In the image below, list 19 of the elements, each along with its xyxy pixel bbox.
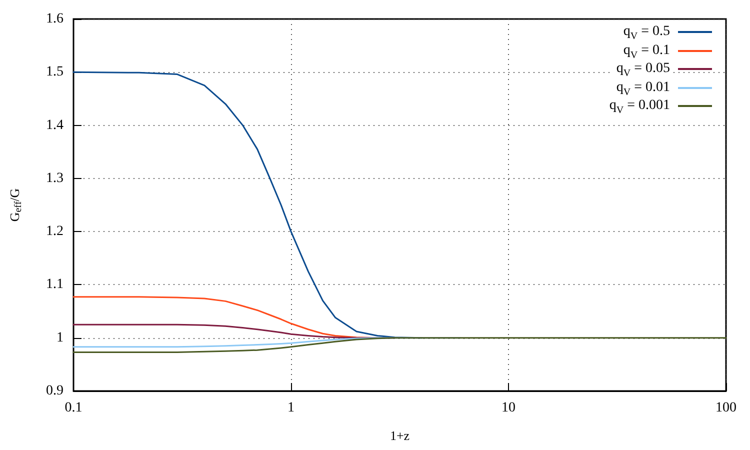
legend-label: q$_{V}$ = 0.001 <box>605 98 670 116</box>
y-tick-label: 0.9 <box>46 384 64 398</box>
y-axis-title: Geff/G <box>7 188 24 222</box>
x-tick-label: 10 <box>502 400 516 416</box>
x-tick-label: 1 <box>288 400 294 416</box>
x-tick-label: 0.1 <box>64 400 82 416</box>
y-tick-label: 1.5 <box>46 64 64 80</box>
x-axis-title: 1+z <box>390 428 410 443</box>
y-tick-label: 1 <box>56 330 64 346</box>
legend-label: q$_{V}$ = 0.5 <box>619 24 670 42</box>
y-tick-label: 1.3 <box>46 170 64 186</box>
legend-label: q$_{V}$ = 0.01 <box>612 80 670 98</box>
y-tick-label: 1.4 <box>46 118 64 133</box>
legend-label: q$_{V}$ = 0.1 <box>619 42 670 61</box>
y-tick-label: 1.1 <box>46 277 64 292</box>
x-tick-label: 100 <box>716 400 736 416</box>
y-tick-label: 1.2 <box>46 224 64 240</box>
legend-label: q$_{V}$ = 0.05 <box>612 61 670 80</box>
y-tick-label: 1.6 <box>46 12 64 26</box>
